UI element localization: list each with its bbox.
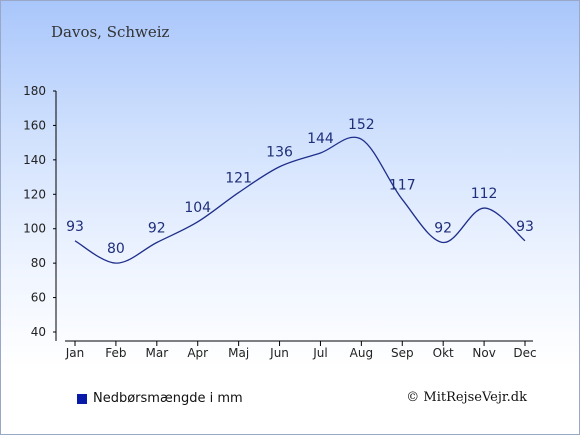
precipitation-chart: 40 60 80 100 120 140 160 180 Jan Feb Mar Apr Maj Jun… — [23, 84, 537, 360]
chart-title: Davos, Schweiz — [51, 23, 170, 41]
x-tick-label: Feb — [105, 346, 126, 360]
x-tick-label: Jun — [269, 346, 289, 360]
data-label: 152 — [348, 117, 375, 133]
y-tick-label: 160 — [23, 118, 46, 132]
y-tick-label: 120 — [23, 187, 46, 201]
data-label: 92 — [148, 220, 166, 236]
y-tick-label: 140 — [23, 153, 46, 167]
data-label: 144 — [307, 131, 334, 147]
data-label: 104 — [184, 200, 211, 216]
legend: Nedbørsmængde i mm — [77, 391, 243, 406]
x-tick-label: Jul — [312, 346, 327, 360]
data-label: 136 — [266, 145, 293, 161]
data-label: 80 — [107, 241, 125, 257]
data-label: 121 — [225, 171, 252, 187]
legend-swatch — [77, 393, 87, 404]
y-axis-ticks: 40 60 80 100 120 140 160 180 — [23, 84, 56, 339]
x-tick-label: Jan — [65, 346, 85, 360]
x-tick-label: Dec — [513, 346, 536, 360]
credit-text: © MitRejseVejr.dk — [406, 390, 527, 405]
x-tick-label: Nov — [472, 346, 495, 360]
y-tick-label: 180 — [23, 84, 46, 98]
data-label: 93 — [66, 219, 84, 235]
y-tick-label: 100 — [23, 222, 46, 236]
y-tick-label: 40 — [31, 325, 46, 339]
data-label: 117 — [389, 177, 416, 193]
x-tick-label: Okt — [433, 346, 454, 360]
x-tick-label: Sep — [391, 346, 414, 360]
axes — [55, 91, 533, 342]
x-tick-label: Maj — [228, 346, 249, 360]
x-tick-label: Aug — [350, 346, 373, 360]
precipitation-line — [74, 136, 526, 264]
legend-label: Nedbørsmængde i mm — [93, 391, 243, 406]
x-axis-ticks: Jan Feb Mar Apr Maj Jun Jul Aug Sep Okt Nov Dec — [65, 341, 537, 360]
x-tick-label: Apr — [187, 346, 208, 360]
y-tick-label: 80 — [31, 256, 46, 270]
y-tick-label: 60 — [31, 291, 46, 305]
x-tick-label: Mar — [145, 346, 168, 360]
data-label: 112 — [471, 186, 498, 202]
data-label: 93 — [516, 219, 534, 235]
data-labels: 93 80 92 104 121 136 144 152 117 92 112 93 — [66, 117, 534, 257]
data-label: 92 — [434, 220, 452, 236]
